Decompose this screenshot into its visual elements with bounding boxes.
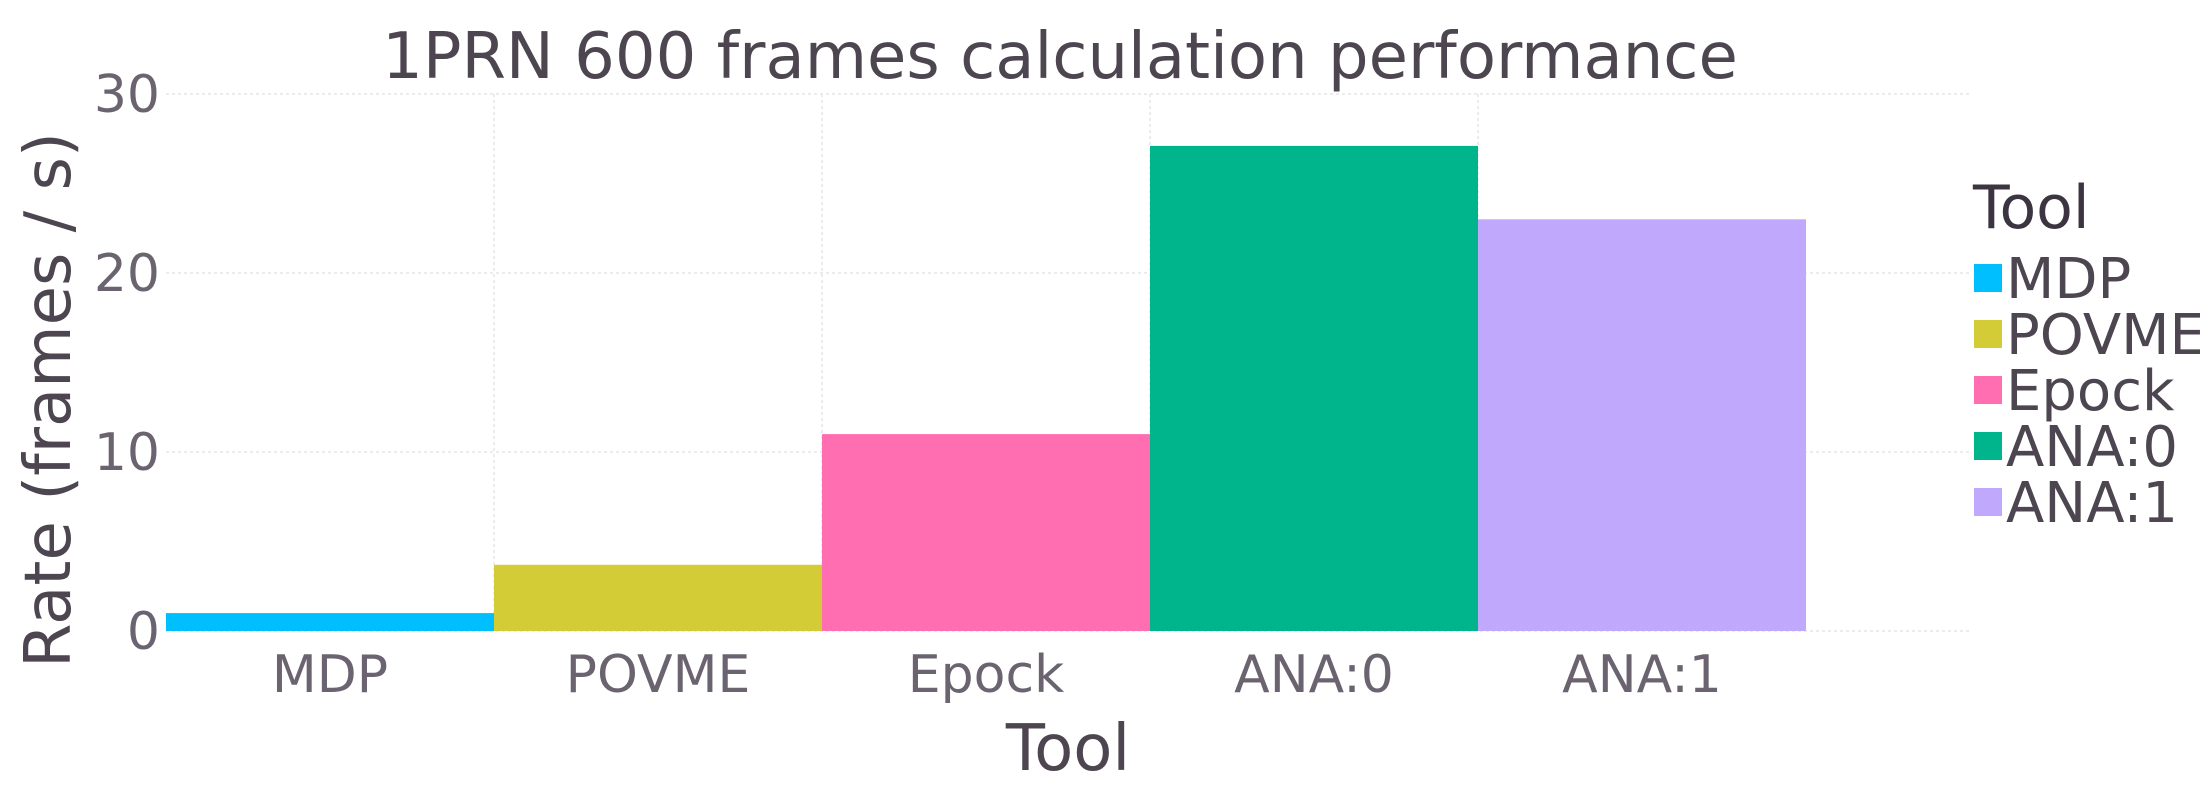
- x-tick-label: ANA:0: [1234, 645, 1394, 705]
- chart-title: 1PRN 600 frames calculation performance: [382, 20, 1738, 94]
- y-axis-ticks: 0 10 20 30: [94, 65, 160, 662]
- bar-ana0: [1150, 145, 1478, 631]
- legend-label: Epock: [2006, 359, 2175, 424]
- legend-label: POVME: [2006, 303, 2200, 368]
- legend-swatch: [1974, 432, 2002, 460]
- bar-povme: [494, 564, 822, 631]
- legend-label: ANA:1: [2006, 471, 2178, 536]
- y-axis-title: Rate (frames / s): [12, 132, 86, 668]
- x-tick-label: Epock: [908, 645, 1064, 705]
- y-tick-label: 10: [94, 423, 160, 483]
- bar-mdp: [166, 613, 494, 631]
- legend-swatch: [1974, 320, 2002, 348]
- legend-swatch: [1974, 488, 2002, 516]
- x-axis-ticks: MDP POVME Epock ANA:0 ANA:1: [272, 645, 1722, 705]
- bar-epock: [822, 434, 1150, 631]
- legend-swatch: [1974, 264, 2002, 292]
- bar-ana1: [1478, 219, 1806, 632]
- x-tick-label: ANA:1: [1562, 645, 1722, 705]
- legend-title: Tool: [1972, 173, 2090, 243]
- y-tick-label: 30: [94, 65, 160, 125]
- legend-label: ANA:0: [2006, 415, 2178, 480]
- x-axis-title: Tool: [1005, 712, 1130, 786]
- legend-label: MDP: [2006, 247, 2131, 312]
- y-tick-label: 0: [127, 602, 160, 662]
- y-tick-label: 20: [94, 244, 160, 304]
- bars: [166, 145, 1806, 632]
- legend-swatch: [1974, 376, 2002, 404]
- x-tick-label: POVME: [566, 645, 751, 705]
- x-tick-label: MDP: [272, 645, 388, 705]
